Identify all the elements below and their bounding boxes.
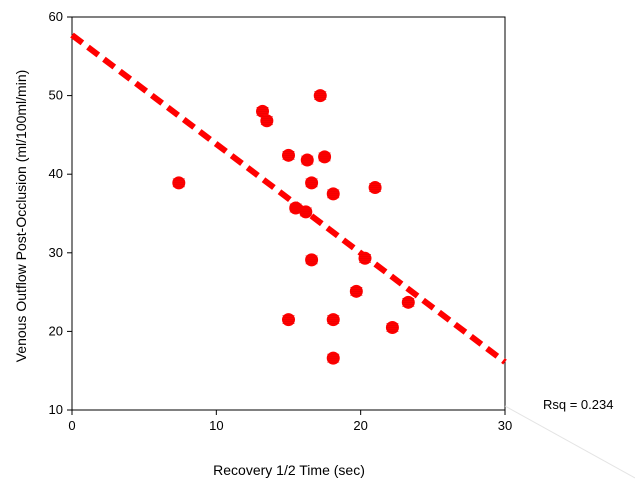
- plot-frame: [71, 16, 506, 411]
- data-point: [349, 284, 363, 298]
- data-point: [385, 320, 399, 334]
- data-point: [358, 251, 372, 265]
- x-tick-label: 0: [68, 418, 75, 433]
- y-axis-ticks: 10 20 30 40 50 60: [49, 9, 72, 417]
- x-tick-label: 30: [498, 418, 512, 433]
- y-tick-label: 60: [49, 9, 63, 24]
- data-point: [326, 313, 340, 327]
- y-tick-label: 10: [49, 402, 63, 417]
- regression-line: [70, 32, 507, 365]
- y-tick-label: 20: [49, 323, 63, 338]
- data-point: [305, 253, 319, 267]
- data-point: [401, 295, 415, 309]
- data-point: [326, 187, 340, 201]
- data-points: [172, 89, 415, 365]
- data-point: [313, 89, 327, 103]
- data-point: [282, 313, 295, 327]
- y-tick-label: 50: [49, 88, 63, 103]
- data-point: [260, 114, 274, 128]
- data-point: [300, 153, 314, 167]
- x-axis-ticks: 0 10 20 30: [68, 410, 512, 433]
- data-point: [326, 351, 340, 365]
- x-axis-title: Recovery 1/2 Time (sec): [213, 462, 365, 478]
- data-point: [299, 205, 313, 219]
- fit-line-layer: [70, 32, 635, 479]
- y-tick-label: 30: [49, 245, 63, 260]
- rsq-annotation: Rsq = 0.234: [543, 397, 613, 412]
- x-tick-label: 10: [209, 418, 223, 433]
- data-point: [172, 176, 186, 190]
- plot-border: [71, 16, 506, 411]
- data-point: [318, 150, 332, 164]
- data-point: [282, 148, 295, 162]
- y-tick-label: 40: [49, 166, 63, 181]
- data-point: [305, 176, 319, 190]
- y-axis-title: Venous Outflow Post-Occlusion (ml/100ml/…: [13, 70, 29, 363]
- data-point: [368, 181, 382, 195]
- annotation-leader: [504, 405, 635, 479]
- x-tick-label: 20: [353, 418, 367, 433]
